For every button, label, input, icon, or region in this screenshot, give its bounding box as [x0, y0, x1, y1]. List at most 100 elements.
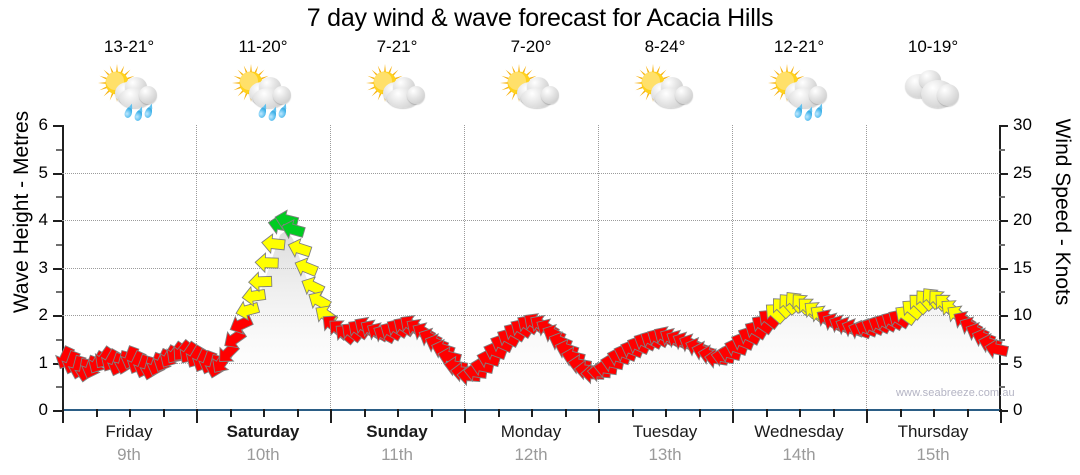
left-axis-label: 2	[38, 305, 48, 324]
day-date: 15th	[916, 445, 950, 464]
plot-area	[55, 125, 1010, 410]
left-axis-minor-tick	[56, 386, 62, 389]
right-axis-tick	[999, 172, 1008, 175]
wind-arrow-series	[55, 209, 1010, 410]
sun-cloud-icon	[489, 60, 573, 122]
day-header: 11-20°	[196, 36, 330, 126]
day-header: 13-21°	[62, 36, 196, 126]
day-label: Thursday 15th	[866, 420, 1000, 466]
day-boundary-gridline	[598, 125, 599, 410]
day-header: 8-24°	[598, 36, 732, 126]
day-label: Friday 9th	[62, 420, 196, 466]
wind-arrow	[308, 290, 332, 312]
left-axis-label: 3	[38, 257, 48, 277]
day-name: Wednesday	[754, 422, 844, 441]
right-axis-tick	[999, 315, 1008, 317]
right-axis-label: 30	[1013, 115, 1032, 134]
x-axis-minor-tick	[765, 409, 768, 417]
sun-cloud-rain-icon	[757, 60, 841, 122]
x-axis-minor-tick	[631, 409, 634, 417]
wind-arrow	[287, 237, 313, 259]
wind-arrow	[281, 218, 306, 240]
x-axis-minor-tick	[296, 409, 299, 417]
x-axis-minor-tick	[229, 409, 232, 417]
wind-arrow	[294, 257, 319, 277]
x-axis-day-tick	[732, 409, 734, 423]
left-axis-tick	[53, 267, 62, 270]
cloudy-icon	[891, 60, 975, 122]
day-name: Friday	[105, 422, 153, 441]
day-boundary-gridline	[732, 125, 733, 410]
left-axis-tick	[53, 410, 62, 412]
horizontal-gridline	[62, 172, 1000, 174]
left-axis-label: 5	[38, 162, 48, 182]
weather-icon-slot	[866, 60, 1000, 122]
x-axis-day-tick	[196, 409, 198, 423]
series-shadow	[62, 230, 1000, 410]
left-axis-minor-tick	[56, 148, 62, 151]
right-axis-label: 10	[1013, 305, 1032, 324]
x-axis-minor-tick	[899, 409, 902, 417]
x-axis-minor-tick	[430, 409, 433, 417]
temperature-range: 7-20°	[510, 37, 552, 56]
day-label: Sunday 11th	[330, 420, 464, 466]
left-axis-tick	[53, 315, 62, 317]
day-label: Tuesday 13th	[598, 420, 732, 466]
day-date: 14th	[782, 445, 816, 464]
weather-icon-slot	[732, 60, 866, 122]
x-axis-day-tick	[330, 409, 332, 423]
x-axis-minor-tick	[698, 409, 701, 417]
day-boundary-gridline	[464, 125, 465, 410]
weather-icon-slot	[598, 60, 732, 122]
right-axis-tick	[999, 362, 1008, 365]
day-header: 10-19°	[866, 36, 1000, 126]
page-title: 7 day wind & wave forecast for Acacia Hi…	[306, 4, 774, 32]
right-axis-title: Wind Speed - Knots	[1051, 118, 1074, 306]
temperature-range: 13-21°	[103, 37, 155, 56]
day-date: 13th	[648, 445, 682, 464]
temperature-range: 7-21°	[376, 37, 418, 56]
left-axis-label: 1	[38, 352, 48, 372]
right-axis-minor-tick	[999, 338, 1005, 341]
left-axis-label: 6	[38, 115, 48, 134]
sun-cloud-rain-icon	[221, 60, 305, 122]
right-axis-label: 0	[1013, 400, 1023, 419]
wind-arrow	[301, 276, 326, 297]
horizontal-gridline	[62, 267, 1000, 269]
day-name: Thursday	[897, 422, 969, 441]
watermark: www.seabreeze.com.au	[896, 387, 1015, 399]
temperature-range: 11-20°	[238, 37, 288, 56]
day-name: Sunday	[366, 422, 428, 441]
day-label: Wednesday 14th	[732, 420, 866, 466]
right-axis-minor-tick	[999, 243, 1005, 246]
sun-cloud-rain-icon	[87, 60, 171, 122]
right-axis-tick	[999, 410, 1008, 412]
x-axis-day-tick	[866, 409, 868, 423]
right-axis-minor-tick	[999, 148, 1005, 151]
day-date: 12th	[514, 445, 548, 464]
sun-cloud-icon	[623, 60, 707, 122]
right-axis-label: 15	[1013, 257, 1032, 277]
right-axis-tick	[999, 220, 1008, 222]
day-boundary-gridline	[196, 125, 197, 410]
right-axis-label: 5	[1013, 352, 1023, 372]
temperature-range: 10-19°	[907, 37, 959, 56]
x-axis-minor-tick	[933, 409, 935, 417]
wind-arrow	[241, 285, 267, 307]
x-axis-minor-tick	[162, 409, 165, 417]
x-axis-minor-tick	[397, 409, 399, 417]
x-axis-minor-tick	[799, 409, 801, 417]
day-date: 10th	[246, 445, 280, 464]
weather-icon-slot	[464, 60, 598, 122]
x-axis-minor-tick	[263, 409, 265, 417]
left-axis-tick	[53, 362, 62, 365]
x-axis-minor-tick	[665, 409, 667, 417]
day-header: 7-20°	[464, 36, 598, 126]
x-axis-day-tick	[464, 409, 466, 423]
temperature-range: 12-21°	[773, 37, 825, 56]
day-header: 7-21°	[330, 36, 464, 126]
weather-icon-slot	[196, 60, 330, 122]
right-axis-label: 20	[1013, 210, 1032, 229]
x-axis-minor-tick	[497, 409, 500, 417]
